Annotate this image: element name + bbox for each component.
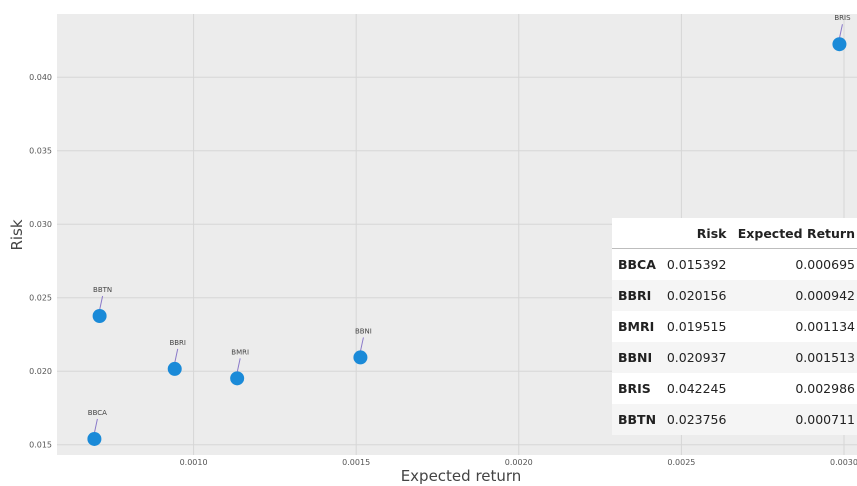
table-row-label: BBTN bbox=[612, 404, 661, 435]
data-point bbox=[230, 371, 245, 386]
x-tick-label: 0.0025 bbox=[667, 458, 695, 467]
data-point bbox=[832, 37, 847, 52]
point-label: BBRI bbox=[169, 339, 186, 347]
point-leader-line bbox=[99, 295, 104, 311]
y-tick-label: 0.025 bbox=[29, 294, 52, 303]
table-row: BBNI 0.020937 0.001513 bbox=[612, 342, 857, 373]
x-tick-label: 0.0010 bbox=[180, 458, 208, 467]
y-tick-label: 0.035 bbox=[29, 147, 52, 156]
table-cell: 0.000942 bbox=[728, 280, 857, 311]
y-tick-labels: 0.015 0.020 0.025 0.030 0.035 0.040 bbox=[29, 73, 52, 450]
y-tick-label: 0.015 bbox=[29, 441, 52, 450]
table-header-cell bbox=[612, 218, 661, 249]
x-tick-label: 0.0030 bbox=[830, 458, 857, 467]
point-label: BBCA bbox=[88, 409, 107, 417]
table-cell: 0.000711 bbox=[728, 404, 857, 435]
y-tick-label: 0.020 bbox=[29, 367, 52, 376]
table-row-label: BBNI bbox=[612, 342, 661, 373]
x-tick-label: 0.0020 bbox=[505, 458, 533, 467]
table-cell: 0.000695 bbox=[795, 257, 855, 272]
data-point bbox=[167, 361, 182, 376]
table-header-cell: Risk bbox=[660, 218, 729, 249]
point-label: BMRI bbox=[231, 348, 249, 356]
table-row: BBTN 0.023756 0.000711 bbox=[612, 404, 857, 435]
table-cell: 0.020156 bbox=[660, 280, 729, 311]
table-row: BMRI 0.019515 0.001134 bbox=[612, 311, 857, 342]
table-row-label: BBCA bbox=[618, 257, 656, 272]
table-row: BBCA 0.015392 0.000695 bbox=[612, 249, 857, 281]
y-tick-label: 0.040 bbox=[29, 73, 52, 82]
data-point bbox=[92, 308, 107, 323]
table-row-label: BRIS bbox=[618, 381, 651, 396]
table-cell: 0.023756 bbox=[660, 404, 729, 435]
table-row: BBRI 0.020156 0.000942 bbox=[612, 280, 857, 311]
point-leader-line bbox=[174, 348, 179, 364]
y-axis-label: Risk bbox=[8, 219, 26, 250]
table-cell: 0.042245 bbox=[666, 381, 727, 396]
x-axis-label: Expected return bbox=[401, 467, 522, 485]
point-leader-line bbox=[838, 24, 843, 39]
point-leader-line bbox=[236, 358, 241, 373]
data-points: BBCA BBRI BMRI BBNI BRIS BBTN bbox=[87, 14, 851, 446]
table-cell: 0.002986 bbox=[795, 381, 855, 396]
table-cell: 0.020937 bbox=[660, 342, 729, 373]
point-label: BRIS bbox=[834, 14, 851, 22]
table-cell: 0.019515 bbox=[666, 319, 727, 334]
table-row: BRIS 0.042245 0.002986 bbox=[612, 373, 857, 404]
x-tick-label: 0.0015 bbox=[342, 458, 370, 467]
x-tick-labels: 0.0010 0.0015 0.0020 0.0025 0.0030 bbox=[180, 458, 857, 467]
table-header-cell: Expected Return bbox=[728, 218, 857, 249]
point-leader-line bbox=[93, 418, 98, 434]
table-row-label: BBRI bbox=[612, 280, 661, 311]
data-point bbox=[87, 431, 102, 446]
y-tick-label: 0.030 bbox=[29, 220, 52, 229]
point-label: BBTN bbox=[93, 286, 112, 294]
point-label: BBNI bbox=[355, 327, 372, 335]
point-leader-line bbox=[359, 337, 364, 352]
table-cell: 0.001513 bbox=[728, 342, 857, 373]
table-header-row: Risk Expected Return bbox=[612, 218, 857, 249]
table-row-label: BMRI bbox=[618, 319, 655, 334]
data-point bbox=[353, 350, 368, 365]
stats-table: Risk Expected Return BBCA 0.015392 0.000… bbox=[612, 218, 857, 435]
table-cell: 0.015392 bbox=[666, 257, 727, 272]
table-cell: 0.001134 bbox=[795, 319, 855, 334]
